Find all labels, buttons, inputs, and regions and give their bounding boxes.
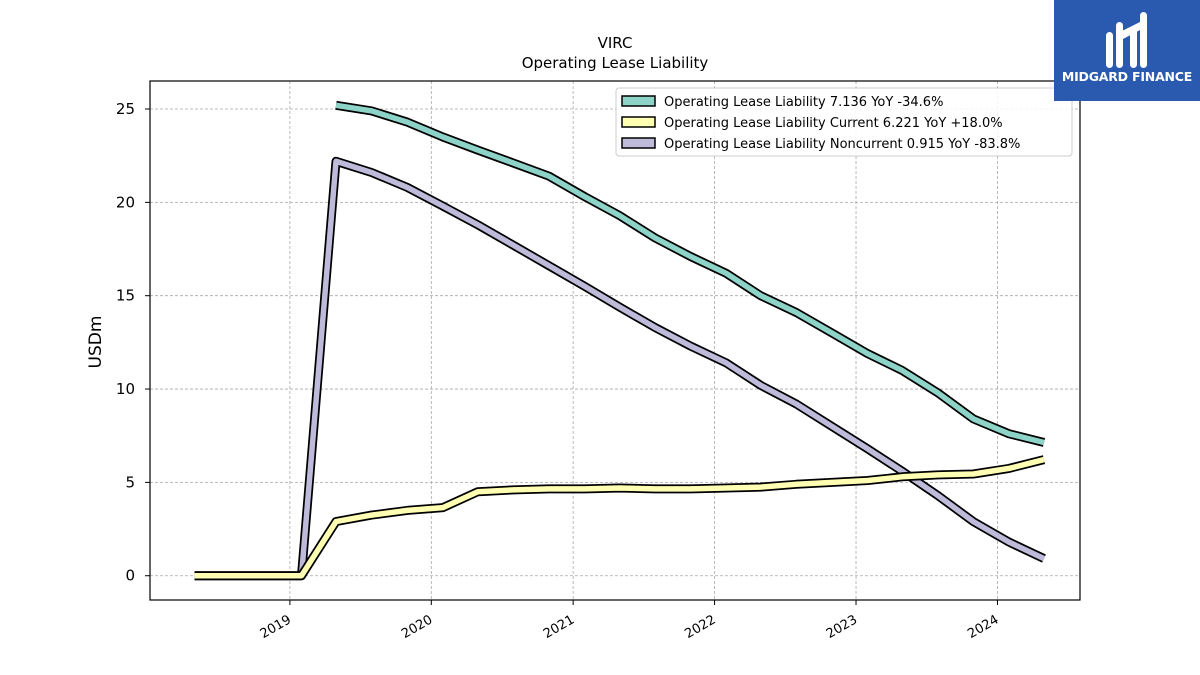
x-tick-label: 2023 bbox=[824, 612, 860, 642]
legend-entry: Operating Lease Liability 7.136 YoY -34.… bbox=[664, 95, 943, 110]
legend-entry: Operating Lease Liability Current 6.221 … bbox=[664, 116, 1003, 131]
y-tick-label: 0 bbox=[125, 567, 135, 585]
series-line bbox=[335, 102, 1045, 446]
plot-frame bbox=[149, 80, 1081, 601]
series-line-outline bbox=[194, 156, 1046, 581]
series-line bbox=[194, 456, 1045, 579]
y-tick-label: 25 bbox=[116, 100, 135, 118]
legend-entry: Operating Lease Liability Noncurrent 0.9… bbox=[664, 137, 1020, 152]
brand-logo-icon bbox=[1106, 12, 1147, 68]
brand-name: MIDGARD FINANCE bbox=[1061, 69, 1193, 84]
legend: Operating Lease Liability 7.136 YoY -34.… bbox=[615, 87, 1073, 157]
x-tick-label: 2024 bbox=[965, 612, 1001, 642]
series-line bbox=[194, 158, 1046, 579]
legend-swatch bbox=[621, 116, 656, 128]
x-tick-label: 2020 bbox=[399, 612, 435, 642]
grid bbox=[150, 81, 1080, 600]
y-tick-label: 10 bbox=[116, 380, 135, 398]
legend-swatch bbox=[621, 137, 656, 149]
legend-box bbox=[615, 87, 1073, 157]
x-tick-label: 2022 bbox=[682, 612, 718, 642]
x-tick-label: 2019 bbox=[258, 612, 294, 642]
y-tick-label: 15 bbox=[116, 287, 135, 305]
brand-logo: MIDGARD FINANCE bbox=[1054, 0, 1200, 101]
chart-title: VIRC bbox=[598, 34, 633, 52]
y-tick-label: 20 bbox=[116, 193, 135, 211]
x-tick-label: 2021 bbox=[541, 612, 577, 642]
legend-swatch bbox=[621, 95, 656, 107]
y-axis-label: USDm bbox=[86, 316, 106, 369]
series-layer bbox=[194, 100, 1046, 581]
y-tick-label: 5 bbox=[125, 473, 135, 491]
chart-subtitle: Operating Lease Liability bbox=[522, 54, 709, 72]
